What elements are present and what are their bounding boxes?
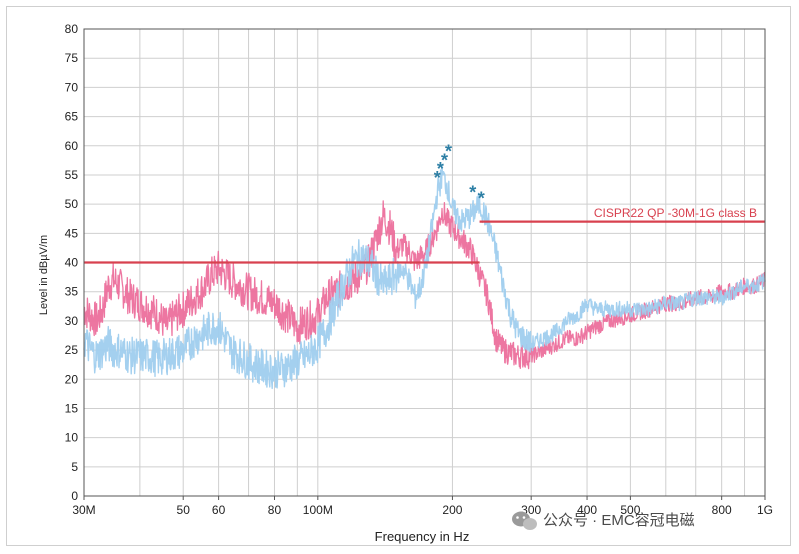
x-axis-title: Frequency in Hz: [375, 529, 470, 544]
y-tick-label: 55: [65, 168, 79, 182]
plot-border: [83, 28, 766, 497]
series-line-2: [83, 164, 766, 390]
peak-marker: *: [469, 182, 476, 202]
y-tick-label: 5: [71, 460, 78, 474]
y-tick-label: 35: [65, 285, 79, 299]
peak-marker: *: [437, 159, 444, 179]
y-tick-label: 15: [65, 401, 79, 415]
wechat-icon: [512, 511, 537, 530]
x-tick-label: 80: [268, 503, 282, 517]
emission-chart: ***** * 05101520253035404550556065707580 …: [38, 22, 773, 544]
y-tick-label: 40: [65, 256, 79, 270]
y-tick-label: 45: [65, 226, 79, 240]
watermark-text: 公众号 · EMC容冠电磁: [543, 512, 695, 529]
x-tick-label: 100M: [303, 503, 333, 517]
x-tick-label: 200: [442, 503, 462, 517]
marker-layer: ***** *: [434, 142, 485, 209]
x-tick-label: 30M: [72, 503, 95, 517]
x-tick-labels: 30M 50 60 80 100M 200 300 400 500 800 1G: [72, 496, 773, 517]
x-tick-label: 800: [712, 503, 732, 517]
x-tick-label: 400: [577, 503, 597, 517]
y-tick-label: 0: [71, 489, 78, 503]
x-tick-label: 60: [212, 503, 226, 517]
y-tick-label: 65: [65, 110, 79, 124]
y-tick-label: 50: [65, 197, 79, 211]
y-axis-title: Level in dBµV/m: [38, 235, 50, 315]
y-tick-label: 10: [65, 431, 79, 445]
y-tick-label: 80: [65, 22, 79, 36]
y-tick-label: 60: [65, 139, 79, 153]
chart-frame: * * * * * * 0 5 10 15 20 25 30 35 40 45 50 55 60 65 70 75 80 …: [6, 6, 791, 546]
peak-marker: *: [478, 188, 485, 208]
series-layer: [83, 164, 766, 390]
y-tick-labels: 0 5 10 15 20 25 30 35 40 45 50 55 60 65 70 75 80: [65, 22, 79, 503]
peak-marker: *: [445, 142, 452, 162]
y-tick-label: 30: [65, 314, 79, 328]
watermark: 公众号 · EMC容冠电磁: [512, 511, 695, 530]
peak-marker: *: [434, 168, 441, 188]
limit-line-label: CISPR22 QP -30M-1G class B: [594, 206, 757, 220]
x-tick-label: 1G: [757, 503, 773, 517]
limit-layer: [84, 220, 765, 264]
y-tick-label: 20: [65, 372, 79, 386]
y-tick-label: 75: [65, 51, 79, 65]
y-tick-label: 70: [65, 80, 79, 94]
peak-marker: *: [441, 150, 448, 170]
y-tick-label: 25: [65, 343, 79, 357]
x-tick-label: 50: [177, 503, 191, 517]
x-tick-label: 500: [620, 503, 640, 517]
